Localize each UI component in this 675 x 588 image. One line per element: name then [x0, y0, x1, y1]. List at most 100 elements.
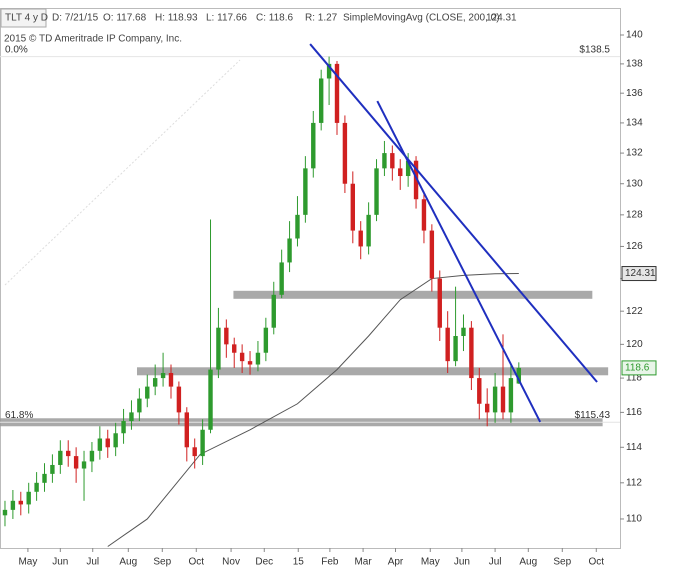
candle-body	[350, 183, 356, 231]
candle-body	[287, 238, 292, 263]
x-tick-label: Oct	[189, 557, 205, 568]
candle-body	[239, 352, 245, 362]
x-tick-label: Oct	[589, 557, 605, 568]
plot-frame	[0, 8, 621, 549]
x-tick-label: Mar	[354, 557, 372, 568]
header-date: D: 7/21/15	[52, 13, 99, 24]
candle-body	[453, 336, 458, 362]
candle-body	[429, 230, 435, 279]
trendline	[309, 43, 598, 383]
candle-body	[2, 509, 8, 516]
candle-body	[326, 63, 332, 79]
candle-body	[398, 168, 403, 177]
candle-body	[89, 450, 95, 462]
candle-body	[271, 294, 276, 328]
candle-body	[26, 491, 31, 505]
y-tick-label: 122	[626, 306, 643, 317]
x-tick-label: 15	[293, 557, 305, 568]
candle-body	[160, 372, 166, 379]
candle-body	[113, 433, 118, 448]
y-tick-label: 110	[626, 514, 642, 525]
subtitle: 2015 © TD Ameritrade IP Company, Inc.	[4, 34, 182, 45]
candle-body	[224, 327, 229, 345]
candle-body	[184, 412, 189, 448]
candle-body	[492, 386, 498, 413]
candle-body	[279, 262, 284, 295]
candle-body	[255, 352, 261, 365]
candle-body	[73, 456, 79, 469]
header-high: H: 118.93	[155, 13, 198, 24]
y-tick-label: 132	[626, 148, 643, 159]
candle-body	[421, 199, 427, 231]
x-tick-label: Aug	[119, 557, 137, 568]
header-study: SimpleMovingAvg (CLOSE, 200, 0)	[343, 13, 500, 24]
candle-body	[105, 438, 110, 448]
candle-body	[461, 327, 466, 337]
x-tick-label: Sep	[153, 557, 171, 568]
candle-body	[334, 63, 340, 123]
candle-body	[263, 327, 269, 353]
candle-body	[413, 160, 419, 200]
candle-body	[34, 482, 39, 492]
symbol-box	[0, 8, 47, 28]
candle-body	[477, 378, 482, 404]
candle-body	[469, 327, 474, 379]
candle-body	[366, 214, 371, 247]
candle-body	[247, 361, 253, 365]
x-tick-label: Feb	[321, 557, 339, 568]
candle-body	[50, 464, 55, 474]
x-tick-label: Jun	[52, 557, 68, 568]
candle-body	[42, 473, 47, 483]
candle-body	[390, 153, 395, 169]
candle-body	[342, 122, 348, 184]
y-tick-label: 128	[626, 209, 643, 220]
y-tick-label: 120	[626, 339, 643, 350]
y-tick-label: 112	[626, 477, 642, 488]
x-tick-label: Jun	[454, 557, 470, 568]
y-tick-label: 140	[626, 30, 643, 41]
candle-body	[295, 214, 300, 239]
level-band	[136, 367, 609, 376]
x-tick-label: May	[18, 557, 37, 568]
y-tick-label: 116	[626, 407, 642, 418]
candle-body	[484, 403, 490, 413]
candle-body	[97, 438, 103, 451]
candle-body	[145, 386, 150, 399]
price-box-label: 124.31	[625, 268, 656, 279]
fib-price-label: $115.43	[575, 410, 611, 421]
fib-label: 61.8%	[5, 410, 33, 421]
candle-body	[58, 450, 63, 465]
candle-body	[405, 160, 411, 177]
fib-label: 0.0%	[5, 44, 28, 55]
fib-price-label: $138.5	[579, 44, 610, 55]
candle-body	[129, 412, 134, 422]
price-box	[621, 360, 657, 376]
x-tick-label: Apr	[388, 557, 404, 568]
header-open: O: 117.68	[103, 13, 147, 24]
candle-body	[303, 168, 308, 215]
candle-body	[437, 278, 442, 328]
y-tick-label: 136	[626, 88, 643, 99]
candle-body	[382, 153, 387, 169]
candle-body	[208, 369, 213, 430]
candle-body	[152, 378, 158, 387]
candle-body	[18, 500, 23, 505]
y-tick-label: 134	[626, 118, 643, 129]
candle-body	[192, 447, 197, 457]
candle-body	[200, 429, 205, 457]
candle-body	[216, 327, 221, 370]
y-tick-label: 118	[626, 373, 642, 384]
candle-body	[318, 78, 324, 123]
x-tick-label: May	[421, 557, 440, 568]
candle-body	[121, 421, 126, 434]
y-tick-label: 114	[626, 442, 642, 453]
symbol: TLT 4 y D	[5, 13, 48, 24]
candle-body	[311, 122, 316, 169]
candle-body	[445, 327, 450, 362]
y-tick-label: 138	[626, 59, 643, 70]
x-tick-label: Jul	[86, 557, 99, 568]
header-close: C: 118.6	[256, 13, 293, 24]
y-tick-label: 126	[626, 241, 643, 252]
candle-body	[516, 367, 522, 384]
